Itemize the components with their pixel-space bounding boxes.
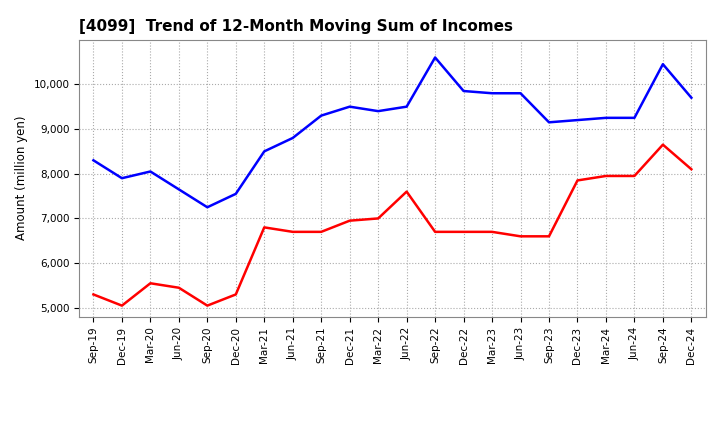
- Ordinary Income: [487, 91, 496, 96]
- Net Income: [374, 216, 382, 221]
- Line: Net Income: Net Income: [94, 145, 691, 306]
- Ordinary Income: [459, 88, 468, 94]
- Ordinary Income: [659, 62, 667, 67]
- Ordinary Income: [89, 158, 98, 163]
- Ordinary Income: [402, 104, 411, 109]
- Net Income: [146, 281, 155, 286]
- Net Income: [602, 173, 611, 179]
- Ordinary Income: [346, 104, 354, 109]
- Net Income: [317, 229, 325, 235]
- Net Income: [431, 229, 439, 235]
- Net Income: [659, 142, 667, 147]
- Net Income: [630, 173, 639, 179]
- Net Income: [402, 189, 411, 194]
- Net Income: [459, 229, 468, 235]
- Ordinary Income: [431, 55, 439, 60]
- Ordinary Income: [117, 176, 126, 181]
- Net Income: [516, 234, 525, 239]
- Ordinary Income: [146, 169, 155, 174]
- Net Income: [573, 178, 582, 183]
- Net Income: [346, 218, 354, 224]
- Ordinary Income: [174, 187, 183, 192]
- Ordinary Income: [203, 205, 212, 210]
- Net Income: [203, 303, 212, 308]
- Net Income: [289, 229, 297, 235]
- Ordinary Income: [573, 117, 582, 123]
- Ordinary Income: [260, 149, 269, 154]
- Net Income: [89, 292, 98, 297]
- Net Income: [260, 225, 269, 230]
- Ordinary Income: [516, 91, 525, 96]
- Ordinary Income: [232, 191, 240, 197]
- Y-axis label: Amount (million yen): Amount (million yen): [15, 116, 28, 240]
- Net Income: [687, 167, 696, 172]
- Net Income: [117, 303, 126, 308]
- Line: Ordinary Income: Ordinary Income: [94, 58, 691, 207]
- Ordinary Income: [545, 120, 554, 125]
- Net Income: [487, 229, 496, 235]
- Ordinary Income: [374, 109, 382, 114]
- Ordinary Income: [602, 115, 611, 121]
- Net Income: [232, 292, 240, 297]
- Ordinary Income: [687, 95, 696, 100]
- Ordinary Income: [630, 115, 639, 121]
- Net Income: [174, 285, 183, 290]
- Text: [4099]  Trend of 12-Month Moving Sum of Incomes: [4099] Trend of 12-Month Moving Sum of I…: [79, 19, 513, 34]
- Net Income: [545, 234, 554, 239]
- Ordinary Income: [289, 136, 297, 141]
- Ordinary Income: [317, 113, 325, 118]
